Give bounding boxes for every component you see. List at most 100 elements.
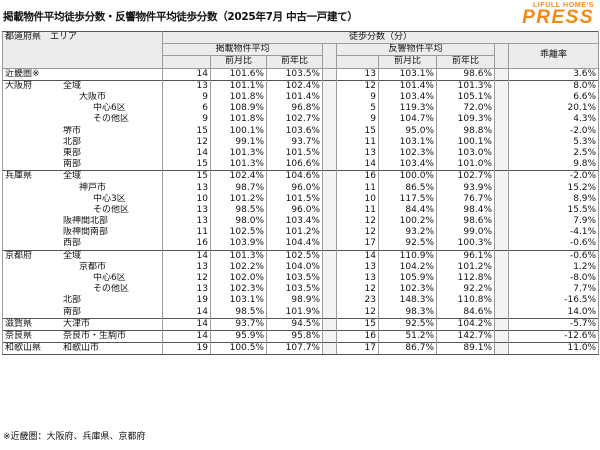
spacer-cell [494, 182, 509, 194]
inquiry-minutes: 12 [336, 79, 379, 92]
gap-rate: 14.0% [508, 306, 600, 319]
spacer-cell [322, 103, 337, 115]
area-label: 中心6区 [93, 273, 126, 284]
inquiry-mom: 92.5% [378, 317, 437, 331]
inquiry-minutes: 16 [336, 170, 379, 183]
listing-mom: 101.6% [210, 67, 267, 81]
listing-minutes: 16 [162, 238, 211, 251]
spacer-cell [322, 79, 337, 92]
table-row: 兵庫県 全域 15 102.4% 104.6% 16 100.0% 102.7% -2.0% [2, 170, 600, 183]
listing-yoy: 101.2% [266, 227, 323, 239]
area-label: 中心6区 [93, 103, 126, 114]
spacer-cell [322, 114, 337, 126]
listing-mom: 99.1% [210, 136, 267, 148]
area-label: 北部 [63, 136, 82, 147]
listing-minutes: 6 [162, 103, 211, 115]
listing-minutes: 13 [162, 216, 211, 228]
area-label: 大阪市 [79, 92, 107, 103]
table-row: 阪神間南部 11 102.5% 101.2% 12 93.2% 99.0% -4.1% [2, 227, 600, 239]
inquiry-minutes: 13 [336, 147, 379, 160]
spacer-cell [494, 170, 509, 183]
inquiry-mom: 104.2% [378, 261, 437, 273]
inquiry-minutes: 11 [336, 136, 379, 148]
area-label: 奈良市・生駒市 [63, 330, 127, 341]
area-cell: 近畿圏※ [2, 67, 163, 81]
inquiry-mom: 103.1% [378, 67, 437, 81]
listing-minutes: 13 [162, 182, 211, 194]
spacer-cell [322, 170, 337, 183]
spacer-cell [494, 103, 509, 115]
table-row: 中心6区 6 108.9% 96.8% 5 119.3% 72.0% 20.1% [2, 103, 600, 115]
brand-logo-top: LIFULL HOME'S [532, 2, 594, 9]
spacer-cell [322, 329, 337, 343]
spacer-cell [322, 67, 337, 81]
area-label: 大津市 [63, 318, 91, 329]
listing-yoy: 102.7% [266, 114, 323, 126]
spacer-cell [322, 284, 337, 296]
area-cell: 和歌山県 和歌山市 [2, 342, 163, 356]
gap-rate: 4.3% [508, 114, 600, 126]
inquiry-minutes: 5 [336, 103, 379, 115]
inquiry-mom: 92.5% [378, 238, 437, 251]
listing-minutes: 13 [162, 284, 211, 296]
listing-mom: 95.9% [210, 329, 267, 343]
spacer-cell [494, 227, 509, 239]
spacer-cell [494, 136, 509, 148]
listing-mom: 101.3% [210, 147, 267, 160]
gap-rate: -8.0% [508, 272, 600, 285]
inquiry-minutes: 17 [336, 238, 379, 251]
inquiry-mom: 110.9% [378, 249, 437, 262]
listing-yoy: 107.7% [266, 342, 323, 356]
gap-rate: 15.5% [508, 204, 600, 216]
inquiry-minutes: 15 [336, 317, 379, 331]
table-row: 北部 19 103.1% 98.9% 23 148.3% 110.8% -16.5% [2, 295, 600, 307]
table-row: 南部 15 101.3% 106.6% 14 103.4% 101.0% 9.8% [2, 159, 600, 171]
listing-yoy: 102.5% [266, 249, 323, 262]
listing-minutes: 12 [162, 272, 211, 285]
walk-minutes-table: 都道府県 エリア 徒歩分数（分） 掲載物件平均 反響物件平均 乖離率 前月比 前… [2, 30, 600, 356]
area-label: 阪神間南部 [63, 227, 109, 238]
area-cell: 大阪市 [2, 91, 163, 104]
inquiry-yoy: 100.1% [436, 136, 495, 148]
inquiry-minutes: 14 [336, 249, 379, 262]
spacer-cell [322, 306, 337, 319]
table-row: 中心3区 10 101.2% 101.5% 10 117.5% 76.7% 8.9% [2, 193, 600, 205]
footnote: ※近畿圏：大阪府、兵庫県、京都府 [3, 432, 146, 442]
inquiry-minutes: 23 [336, 295, 379, 307]
listing-yoy: 104.6% [266, 170, 323, 183]
inquiry-minutes: 13 [336, 272, 379, 285]
listing-yoy: 98.9% [266, 295, 323, 307]
area-label: 神戸市 [79, 182, 107, 193]
area-label: 南部 [63, 306, 82, 317]
listing-mom: 101.8% [210, 91, 267, 104]
spacer-cell [494, 249, 509, 262]
listing-mom: 93.7% [210, 317, 267, 331]
spacer-cell [494, 204, 509, 216]
gap-rate: 8.9% [508, 193, 600, 205]
listing-minutes: 13 [162, 204, 211, 216]
listing-yoy: 104.0% [266, 261, 323, 273]
listing-mom: 102.0% [210, 272, 267, 285]
gap-rate: 8.0% [508, 79, 600, 92]
table-row: 近畿圏※ 14 101.6% 103.5% 13 103.1% 98.6% 3.6% [2, 67, 600, 81]
listing-minutes: 9 [162, 91, 211, 104]
listing-yoy: 103.6% [266, 125, 323, 137]
header-row-1: 都道府県 エリア 徒歩分数（分） [2, 30, 600, 69]
table-row: 滋賀県 大津市 14 93.7% 94.5% 15 92.5% 104.2% -5.7% [2, 317, 600, 331]
inquiry-yoy: 76.7% [436, 193, 495, 205]
spacer-cell [322, 147, 337, 160]
gap-rate: 11.0% [508, 342, 600, 356]
header-walk-minutes: 徒歩分数（分） [162, 30, 600, 45]
spacer-cell [322, 182, 337, 194]
inquiry-yoy: 101.3% [436, 79, 495, 92]
inquiry-yoy: 103.0% [436, 147, 495, 160]
area-label: 中心3区 [93, 193, 126, 204]
spacer-cell [494, 216, 509, 228]
gap-rate: 1.2% [508, 261, 600, 273]
header-listing: 掲載物件平均 [162, 43, 323, 57]
inquiry-yoy: 142.7% [436, 329, 495, 343]
listing-minutes: 15 [162, 159, 211, 171]
inquiry-mom: 103.1% [378, 136, 437, 148]
listing-yoy: 94.5% [266, 317, 323, 331]
area-cell: 阪神間南部 [2, 227, 163, 239]
